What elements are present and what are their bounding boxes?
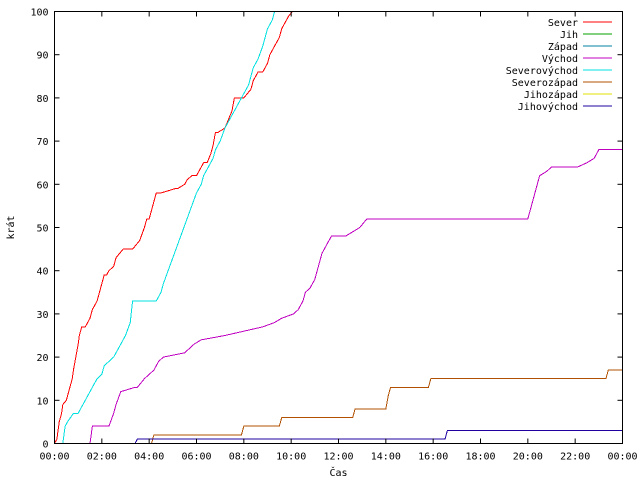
x-tick-label: 10:00 xyxy=(276,452,306,463)
x-tick-label: 00:00 xyxy=(607,452,637,463)
y-tick-label: 60 xyxy=(36,180,48,191)
x-tick-label: 16:00 xyxy=(418,452,448,463)
y-tick-label: 70 xyxy=(36,137,48,148)
series-line-vychod xyxy=(54,149,623,444)
legend-label-jihozapad: Jihozápad xyxy=(524,89,578,101)
legend-label-severovychod: Severovýchod xyxy=(506,65,578,77)
legend-label-vychod: Východ xyxy=(542,53,578,65)
legend-label-severozapad: Severozápad xyxy=(512,77,578,89)
y-tick-label: 90 xyxy=(36,51,48,62)
y-tick-label: 20 xyxy=(36,353,48,364)
x-axis-title: Čas xyxy=(329,466,347,479)
legend-label-jihovychod: Jihovýchod xyxy=(518,101,578,113)
series-line-sever xyxy=(54,11,293,444)
x-tick-label: 08:00 xyxy=(229,452,259,463)
x-tick-label: 06:00 xyxy=(181,452,211,463)
y-tick-label: 50 xyxy=(36,224,48,235)
y-tick-label: 80 xyxy=(36,94,48,105)
x-tick-label: 12:00 xyxy=(323,452,353,463)
plot-frame xyxy=(54,11,623,444)
legend-label-jih: Jih xyxy=(560,30,578,41)
x-tick-label: 22:00 xyxy=(560,452,590,463)
y-tick-label: 100 xyxy=(30,8,48,19)
y-axis-title: krát xyxy=(5,215,17,239)
x-tick-label: 20:00 xyxy=(513,452,543,463)
y-tick-label: 0 xyxy=(42,440,48,451)
legend-label-zapad: Západ xyxy=(548,41,578,53)
x-tick-label: 04:00 xyxy=(134,452,164,463)
legend: SeverJihZápadVýchodSeverovýchodSeverozáp… xyxy=(506,18,612,113)
ticks-layer: 00:00 02:00 04:00 06:00 08:00 10:00 12:00 14:00… xyxy=(30,8,637,463)
x-tick-label: 02:00 xyxy=(87,452,117,463)
x-tick-label: 18:00 xyxy=(465,452,495,463)
x-tick-label: 14:00 xyxy=(371,452,401,463)
legend-label-sever: Sever xyxy=(548,18,578,29)
series-line-severozapad xyxy=(54,369,623,444)
y-tick-label: 30 xyxy=(36,310,48,321)
y-tick-label: 40 xyxy=(36,267,48,278)
series-line-severovychod xyxy=(54,11,276,444)
y-tick-label: 10 xyxy=(36,396,48,407)
x-tick-label: 00:00 xyxy=(39,452,69,463)
